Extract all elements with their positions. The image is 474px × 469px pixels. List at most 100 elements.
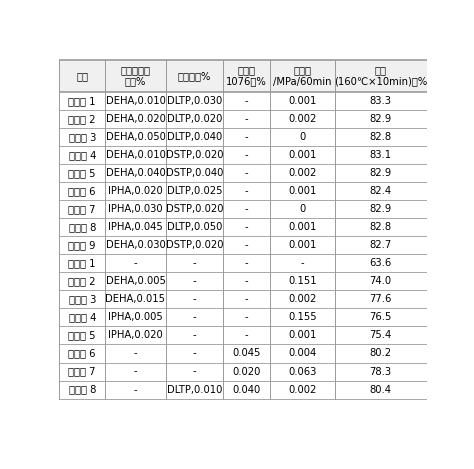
Text: -: -: [245, 222, 248, 232]
Text: 0: 0: [300, 132, 306, 142]
Text: DEHA,0.040: DEHA,0.040: [106, 168, 165, 178]
Text: IPHA,0.020: IPHA,0.020: [108, 331, 163, 340]
Text: -: -: [134, 258, 137, 268]
Text: 对比例 1: 对比例 1: [68, 258, 96, 268]
Text: 76.5: 76.5: [370, 312, 392, 322]
Text: -: -: [245, 132, 248, 142]
Text: -: -: [245, 96, 248, 106]
Text: DSTP,0.040: DSTP,0.040: [165, 168, 223, 178]
Text: 75.4: 75.4: [370, 331, 392, 340]
Text: -: -: [245, 258, 248, 268]
Text: 对比例 2: 对比例 2: [68, 276, 96, 286]
Text: DLTP,0.020: DLTP,0.020: [166, 114, 222, 124]
Text: 压力降
/MPa/60min: 压力降 /MPa/60min: [273, 65, 332, 87]
Text: 实施例 4: 实施例 4: [69, 150, 96, 160]
Text: 实施例 2: 实施例 2: [68, 114, 96, 124]
Text: IPHA,0.020: IPHA,0.020: [108, 186, 163, 196]
Text: 实施例 3: 实施例 3: [69, 132, 96, 142]
Text: DEHA,0.005: DEHA,0.005: [106, 276, 165, 286]
Text: 对比例 5: 对比例 5: [68, 331, 96, 340]
Text: 0.004: 0.004: [289, 348, 317, 358]
Text: -: -: [245, 114, 248, 124]
Text: 对比例 7: 对比例 7: [68, 367, 96, 377]
Text: 0.001: 0.001: [289, 240, 317, 250]
Text: 抗氧剂
1076，%: 抗氧剂 1076，%: [226, 65, 267, 87]
Bar: [59, 164, 427, 182]
Text: IPHA,0.005: IPHA,0.005: [108, 312, 163, 322]
Text: 0.020: 0.020: [232, 367, 261, 377]
Text: -: -: [134, 367, 137, 377]
Text: 0.045: 0.045: [232, 348, 261, 358]
Text: DEHA,0.015: DEHA,0.015: [106, 295, 165, 304]
Text: 82.9: 82.9: [370, 204, 392, 214]
Text: 0.001: 0.001: [289, 331, 317, 340]
Text: -: -: [192, 276, 196, 286]
Text: 对比例 6: 对比例 6: [68, 348, 96, 358]
Text: DSTP,0.020: DSTP,0.020: [165, 204, 223, 214]
Text: 0.002: 0.002: [289, 295, 317, 304]
Text: 74.0: 74.0: [370, 276, 392, 286]
Text: -: -: [192, 312, 196, 322]
Text: DEHA,0.020: DEHA,0.020: [106, 114, 165, 124]
Bar: [59, 380, 427, 399]
Text: DSTP,0.020: DSTP,0.020: [165, 240, 223, 250]
Text: -: -: [245, 204, 248, 214]
Text: -: -: [245, 186, 248, 196]
Text: 78.3: 78.3: [370, 367, 392, 377]
Text: 83.3: 83.3: [370, 96, 392, 106]
Text: 0.001: 0.001: [289, 150, 317, 160]
Text: -: -: [301, 258, 304, 268]
Text: 80.2: 80.2: [370, 348, 392, 358]
Text: 实施例 8: 实施例 8: [69, 222, 96, 232]
Bar: [59, 326, 427, 344]
Bar: [59, 344, 427, 363]
Text: 0.002: 0.002: [289, 114, 317, 124]
Text: -: -: [245, 331, 248, 340]
Text: 0.151: 0.151: [288, 276, 317, 286]
Bar: [59, 218, 427, 236]
Text: DLTP,0.050: DLTP,0.050: [166, 222, 222, 232]
Bar: [59, 91, 427, 110]
Bar: [59, 128, 427, 146]
Text: 抗氧剂，%: 抗氧剂，%: [178, 71, 211, 81]
Text: 实施例 1: 实施例 1: [68, 96, 96, 106]
Text: 对比例 4: 对比例 4: [69, 312, 96, 322]
Text: 77.6: 77.6: [370, 295, 392, 304]
Bar: [59, 363, 427, 380]
Text: 82.9: 82.9: [370, 114, 392, 124]
Text: 对比例 3: 对比例 3: [69, 295, 96, 304]
Text: -: -: [245, 312, 248, 322]
Text: 0.063: 0.063: [289, 367, 317, 377]
Text: DEHA,0.050: DEHA,0.050: [106, 132, 165, 142]
Text: 0.002: 0.002: [289, 385, 317, 394]
Text: -: -: [245, 276, 248, 286]
Text: -: -: [245, 295, 248, 304]
Text: -: -: [192, 367, 196, 377]
Text: 82.8: 82.8: [370, 222, 392, 232]
Bar: [59, 236, 427, 254]
Bar: [59, 254, 427, 272]
Text: 0.002: 0.002: [289, 168, 317, 178]
Text: 实施例 5: 实施例 5: [68, 168, 96, 178]
Bar: [59, 290, 427, 308]
Text: 实施例 9: 实施例 9: [68, 240, 96, 250]
Text: 82.4: 82.4: [370, 186, 392, 196]
Text: DEHA,0.010: DEHA,0.010: [106, 96, 165, 106]
Text: 82.8: 82.8: [370, 132, 392, 142]
Text: -: -: [134, 385, 137, 394]
Text: -: -: [192, 331, 196, 340]
Text: IPHA,0.030: IPHA,0.030: [108, 204, 163, 214]
Bar: [59, 60, 427, 91]
Text: 82.9: 82.9: [370, 168, 392, 178]
Text: -: -: [245, 168, 248, 178]
Text: 烷基取代羟
胺，%: 烷基取代羟 胺，%: [120, 65, 150, 87]
Text: 80.4: 80.4: [370, 385, 392, 394]
Text: DSTP,0.020: DSTP,0.020: [165, 150, 223, 160]
Text: 0: 0: [300, 204, 306, 214]
Text: -: -: [192, 258, 196, 268]
Text: -: -: [245, 240, 248, 250]
Text: -: -: [245, 150, 248, 160]
Bar: [59, 308, 427, 326]
Text: 实施例 7: 实施例 7: [68, 204, 96, 214]
Text: 白度
(160℃×10min)，%: 白度 (160℃×10min)，%: [334, 65, 427, 87]
